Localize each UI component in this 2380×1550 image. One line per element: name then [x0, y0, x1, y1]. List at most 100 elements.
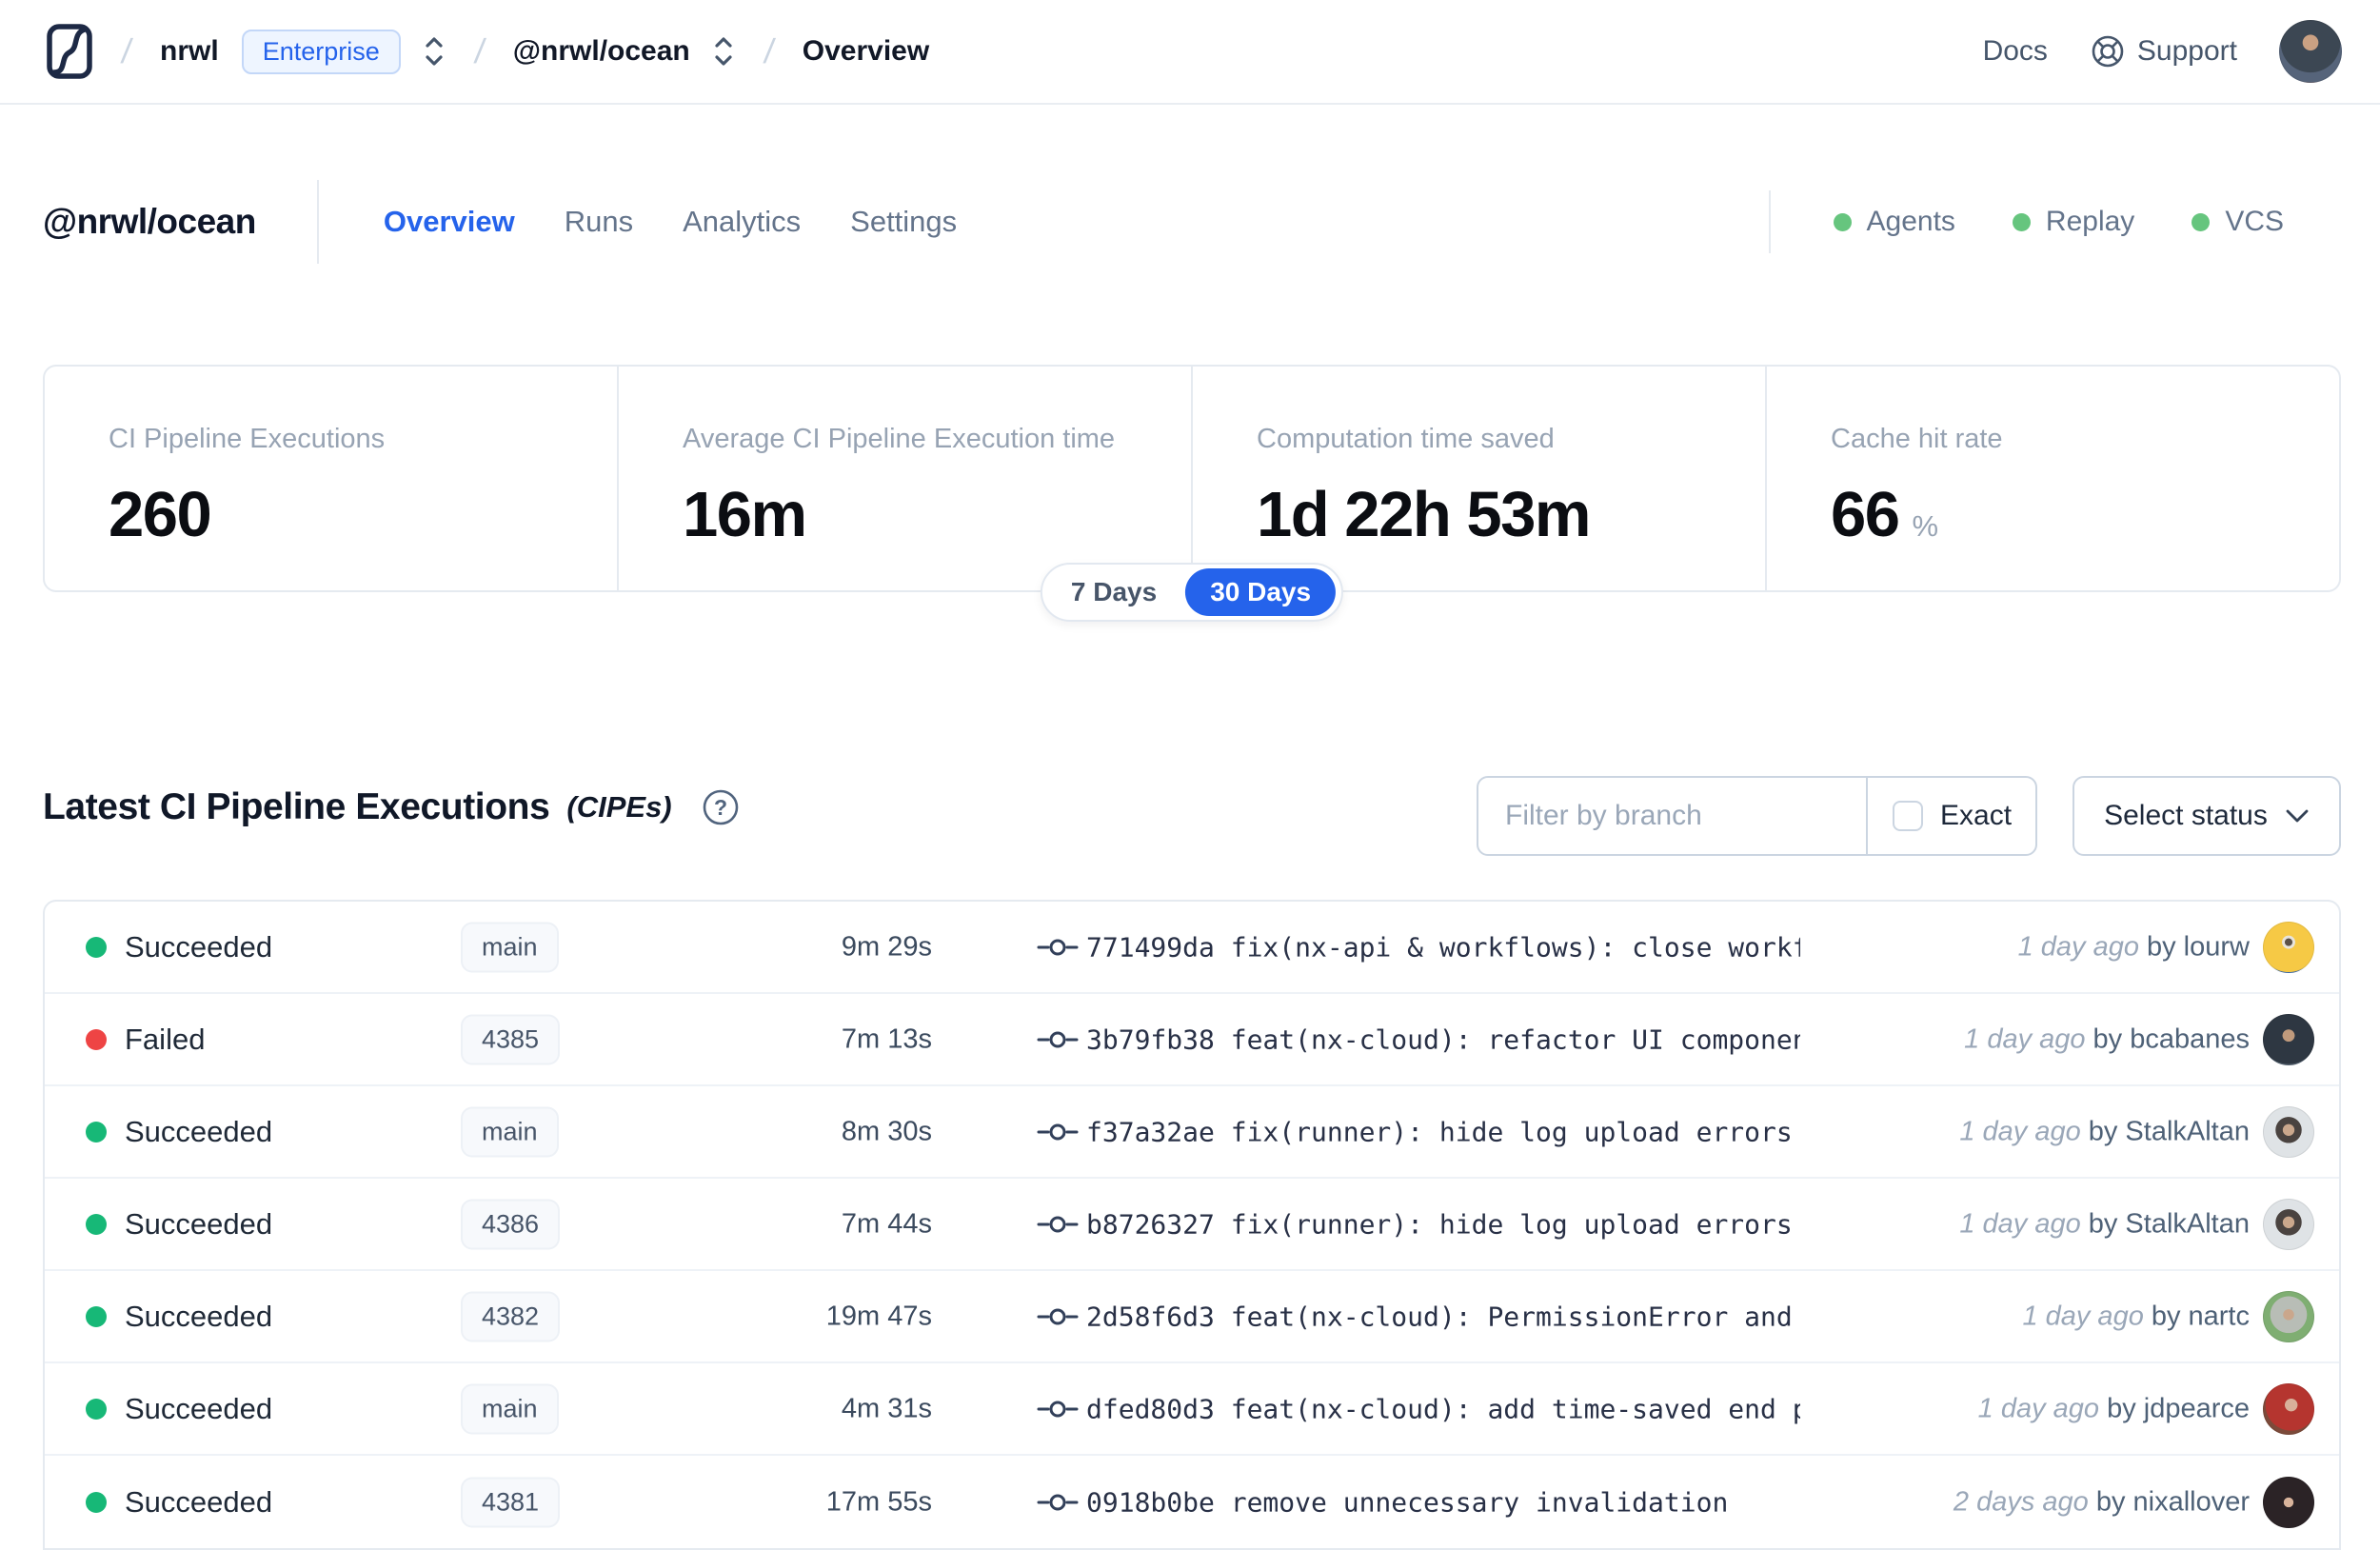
stat-label: CI Pipeline Executions: [109, 424, 386, 454]
commit-hash[interactable]: 771499da: [1086, 931, 1215, 963]
table-row[interactable]: Succeeded main 8m 30s f37a32ae fix(runne…: [45, 1086, 2339, 1179]
commit-hash[interactable]: b8726327: [1086, 1208, 1215, 1240]
timestamp: 1 day ago: [2017, 931, 2139, 962]
range-option-30-days[interactable]: 30 Days: [1185, 568, 1337, 616]
author-avatar[interactable]: [2263, 1290, 2314, 1342]
docs-link[interactable]: Docs: [1982, 35, 2048, 67]
stat-label: Cache hit rate: [1831, 424, 2003, 454]
exact-checkbox[interactable]: [1893, 801, 1923, 831]
commit-hash[interactable]: 2d58f6d3: [1086, 1301, 1215, 1332]
table-row[interactable]: Succeeded main 9m 29s 771499da fix(nx-ap…: [45, 902, 2339, 994]
status-dot-green: [2192, 212, 2211, 231]
stat-suffix: %: [1912, 509, 1939, 543]
author-avatar[interactable]: [2263, 1198, 2314, 1250]
workspace-tabs: Overview Runs Analytics Settings: [384, 205, 957, 239]
service-status-group: Agents Replay VCS: [1768, 190, 2337, 253]
status-label: Succeeded: [125, 1484, 273, 1519]
breadcrumb-page: Overview: [802, 35, 930, 67]
lifebuoy-icon: [2092, 35, 2124, 68]
status-select-dropdown[interactable]: Select status: [2073, 776, 2341, 856]
branch-chip[interactable]: 4386: [461, 1199, 561, 1249]
user-avatar[interactable]: [2279, 20, 2342, 83]
table-row[interactable]: Succeeded 4382 19m 47s 2d58f6d3 feat(nx-…: [45, 1271, 2339, 1363]
author-avatar[interactable]: [2263, 1382, 2314, 1435]
exact-filter: Exact: [1866, 778, 2035, 854]
branch-chip[interactable]: main: [461, 922, 559, 972]
service-agents[interactable]: Agents: [1833, 206, 1955, 238]
tab-analytics[interactable]: Analytics: [683, 205, 802, 238]
author-avatar[interactable]: [2263, 1105, 2314, 1158]
table-row[interactable]: Failed 4385 7m 13s 3b79fb38 feat(nx-clou…: [45, 994, 2339, 1086]
nx-cloud-logo-icon[interactable]: [46, 23, 93, 80]
service-vcs[interactable]: VCS: [2192, 206, 2284, 238]
branch-chip[interactable]: 4385: [461, 1014, 561, 1064]
commit-message: feat(nx-cloud): refactor UI component…: [1230, 1023, 1800, 1055]
commit-hash[interactable]: f37a32ae: [1086, 1116, 1215, 1147]
table-row[interactable]: Succeeded 4381 17m 55s 0918b0be remove u…: [45, 1456, 2339, 1548]
breadcrumb-workspace[interactable]: @nrwl/ocean: [512, 35, 690, 67]
section-title: Latest CI Pipeline Executions: [43, 786, 550, 827]
divider: [316, 180, 319, 264]
stat-value: 260: [109, 479, 212, 550]
author: by jdpearce: [2107, 1393, 2250, 1423]
commit-message: fix(runner): hide log upload errors b…: [1230, 1116, 1800, 1147]
duration: 7m 44s: [841, 1208, 932, 1239]
service-label: Replay: [2045, 206, 2135, 237]
org-switcher-chevrons-icon[interactable]: [422, 32, 446, 70]
status-dot-failed-icon: [86, 1028, 107, 1050]
status-dot-success-icon: [86, 1491, 107, 1513]
branch-filter-input[interactable]: [1478, 778, 1866, 854]
branch-chip[interactable]: 4382: [461, 1291, 561, 1341]
status-dot-green: [2012, 212, 2031, 231]
branch-chip[interactable]: 4381: [461, 1477, 561, 1527]
service-replay[interactable]: Replay: [2012, 206, 2135, 238]
range-option-7-days[interactable]: 7 Days: [1070, 577, 1158, 606]
commit-hash[interactable]: 3b79fb38: [1086, 1023, 1215, 1055]
cipe-section-header: Latest CI Pipeline Executions (CIPEs) ?: [43, 786, 741, 828]
support-link[interactable]: Support: [2090, 33, 2237, 70]
tab-settings[interactable]: Settings: [850, 205, 958, 238]
tab-runs[interactable]: Runs: [564, 205, 634, 238]
table-row[interactable]: Succeeded main 4m 31s dfed80d3 feat(nx-c…: [45, 1363, 2339, 1456]
branch-chip[interactable]: main: [461, 1383, 559, 1434]
commit-hash[interactable]: dfed80d3: [1086, 1393, 1215, 1424]
branch-chip[interactable]: main: [461, 1106, 559, 1157]
author: by lourw: [2147, 931, 2250, 962]
duration: 7m 13s: [841, 1023, 932, 1054]
service-label: Agents: [1866, 206, 1955, 237]
timestamp: 1 day ago: [1964, 1023, 2086, 1054]
git-commit-icon: [1037, 1397, 1079, 1421]
help-icon[interactable]: ?: [701, 787, 741, 827]
status-dot-green: [1833, 212, 1852, 231]
timestamp: 1 day ago: [1959, 1208, 2081, 1239]
top-nav: / nrwl Enterprise / @nrwl/ocean / Overvi…: [0, 0, 2380, 105]
table-row[interactable]: Succeeded 4386 7m 44s b8726327 fix(runne…: [45, 1179, 2339, 1271]
workspace-switcher-chevrons-icon[interactable]: [711, 32, 736, 70]
timestamp: 2 days ago: [1953, 1486, 2089, 1517]
status-label: Succeeded: [125, 929, 273, 964]
status-dot-success-icon: [86, 1398, 107, 1420]
breadcrumb-separator: /: [471, 31, 487, 70]
commit-message: remove unnecessary invalidation: [1230, 1486, 1729, 1518]
commit-message: fix(runner): hide log upload errors b…: [1230, 1208, 1800, 1240]
timestamp: 1 day ago: [1977, 1393, 2100, 1423]
git-commit-icon: [1037, 1304, 1079, 1329]
commit-hash[interactable]: 0918b0be: [1086, 1486, 1215, 1518]
duration: 9m 29s: [841, 931, 932, 962]
tab-overview[interactable]: Overview: [383, 205, 515, 238]
date-range-toggle: 7 Days 30 Days: [1040, 563, 1344, 622]
author: by nixallover: [2095, 1486, 2250, 1517]
author-avatar[interactable]: [2263, 1013, 2314, 1065]
stats-panel: CI Pipeline Executions 260 Average CI Pi…: [43, 365, 2341, 592]
author-avatar[interactable]: [2263, 1476, 2314, 1528]
exact-label: Exact: [1940, 800, 2013, 831]
status-label: Succeeded: [125, 1299, 273, 1333]
stat-value: 66: [1831, 479, 1900, 550]
stat-card-cache-hit-rate: Cache hit rate 66 %: [1767, 367, 2339, 590]
breadcrumb-separator: /: [119, 31, 134, 70]
breadcrumb-org[interactable]: nrwl: [160, 35, 219, 67]
timestamp: 1 day ago: [2022, 1301, 2144, 1331]
status-label: Failed: [125, 1022, 206, 1056]
cipe-table: Succeeded main 9m 29s 771499da fix(nx-ap…: [43, 900, 2341, 1550]
author-avatar[interactable]: [2263, 921, 2314, 973]
